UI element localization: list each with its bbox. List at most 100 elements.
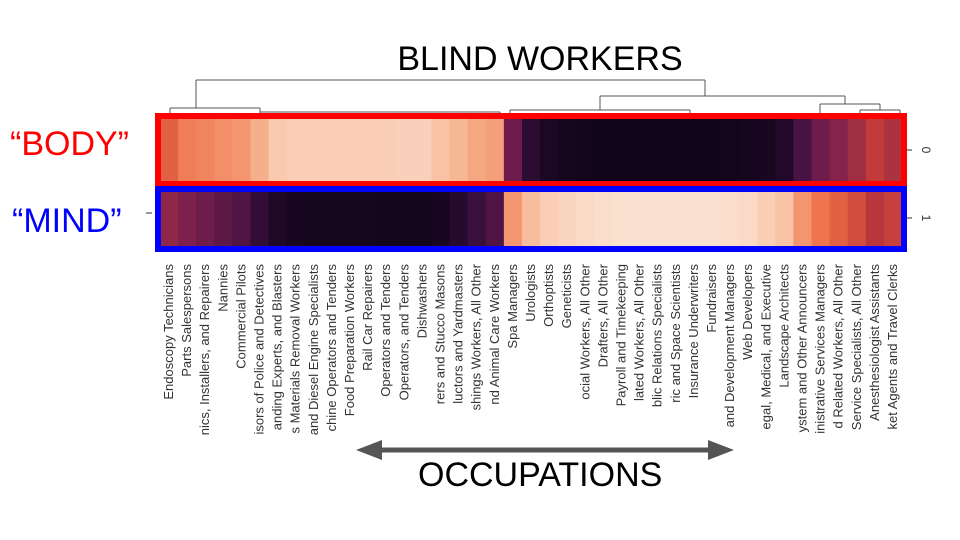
heatmap-cell [630, 188, 650, 250]
heatmap-cell [594, 117, 614, 185]
column-label: Operators, and Tenders [396, 264, 411, 401]
row-label-mind: “MIND” [12, 202, 122, 240]
heatmap-cell [322, 117, 342, 185]
heatmap-cell [630, 117, 650, 185]
heatmap-cell [377, 117, 396, 185]
heatmap-cell [576, 117, 595, 185]
column-label: ric and Space Scientists [668, 263, 683, 402]
heatmap-cells [160, 117, 903, 250]
occupations-arrow [356, 440, 734, 460]
heatmap-cell [811, 117, 831, 185]
arrow-head-right [708, 440, 734, 460]
heatmap-cell [775, 117, 795, 185]
column-label: rers and Stucco Masons [433, 264, 448, 405]
row-ticks: 01 [146, 147, 933, 222]
heatmap-cell [232, 188, 252, 250]
heatmap-cell [865, 188, 885, 250]
heatmap-cell [558, 117, 577, 185]
heatmap-cell [449, 117, 469, 185]
heatmap-cell [395, 188, 414, 250]
column-label: Dishwashers [414, 264, 429, 339]
heatmap-cell [702, 188, 722, 250]
column-label: d Related Workers, All Other [831, 263, 846, 428]
heatmap-cell [214, 117, 233, 185]
heatmap-cell [322, 188, 342, 250]
column-labels: Endoscopy Technicians Parts Salespersons n… [161, 263, 900, 435]
row-label-body: “BODY” [10, 125, 129, 163]
column-label: Operators and Tenders [378, 264, 393, 397]
column-label: Food Preparation Workers [342, 263, 357, 416]
heatmap-cell [431, 188, 451, 250]
column-label: Anesthesiologist Assistants [867, 264, 882, 421]
heatmap-cell [178, 117, 197, 185]
heatmap-cell [594, 188, 614, 250]
heatmap-cell [847, 188, 867, 250]
column-label: s Materials Removal Workers [288, 264, 303, 434]
column-label: and Development Managers [722, 264, 737, 428]
heatmap-cell [847, 117, 867, 185]
heatmap-cell [829, 117, 849, 185]
body-row-frame [155, 113, 907, 187]
heatmap-cell [304, 117, 324, 185]
column-label: Geneticists [559, 264, 574, 329]
heatmap-cell [521, 188, 541, 250]
column-label: shings Workers, All Other [469, 263, 484, 410]
heatmap-cell [340, 117, 360, 185]
column-label: Web Developers [740, 264, 755, 360]
chart-title: BLIND WORKERS [397, 40, 683, 78]
heatmap-cell [540, 117, 559, 185]
heatmap-cell [721, 117, 740, 185]
column-label: Insurance Underwriters [686, 264, 701, 399]
heatmap-cell [214, 188, 233, 250]
x-axis-caption: OCCUPATIONS [412, 456, 669, 495]
heatmap-cell [286, 188, 306, 250]
heatmap-cell [612, 117, 632, 185]
heatmap-cell [684, 188, 704, 250]
mind-row-frame [155, 186, 907, 252]
heatmap-cell [467, 188, 487, 250]
heatmap-cell [757, 117, 776, 185]
heatmap-cell [865, 117, 885, 185]
arrow-head-left [356, 440, 382, 460]
heatmap-cell [739, 117, 758, 185]
column-label: Fundraisers [704, 264, 719, 333]
heatmap-cell [359, 188, 378, 250]
heatmap-cell [359, 117, 378, 185]
column-label: Drafters, All Other [595, 263, 610, 367]
heatmap-cell [304, 188, 324, 250]
column-label: nics, Installers, and Repairers [197, 264, 212, 436]
column-label: Nannies [215, 264, 230, 312]
heatmap-cell [286, 117, 306, 185]
row-group-frames [155, 113, 907, 252]
heatmap-cell [268, 117, 288, 185]
column-label: Payroll and Timekeeping [613, 264, 628, 406]
heatmap-cell [467, 117, 487, 185]
heatmap-cell [648, 117, 668, 185]
row-label: 0 [919, 147, 933, 154]
heatmap-cell [648, 188, 668, 250]
heatmap-cell [449, 188, 469, 250]
heatmap-cell [558, 188, 577, 250]
heatmap-cell [666, 117, 686, 185]
heatmap-cell [413, 188, 433, 250]
heatmap-cell [757, 188, 776, 250]
heatmap-cell [196, 188, 215, 250]
column-label: egal, Medical, and Executive [758, 264, 773, 429]
heatmap-cell [702, 117, 722, 185]
heatmap-cell [395, 117, 414, 185]
column-dendrogram [169, 79, 901, 116]
column-label: luctors and Yardmasters [451, 264, 466, 404]
row-label: 1 [919, 215, 933, 222]
heatmap-cell [666, 188, 686, 250]
column-label: inistrative Services Managers [813, 264, 828, 434]
heatmap-cell [160, 188, 179, 250]
heatmap-cell [250, 117, 270, 185]
column-label: chine Operators and Tenders [324, 264, 339, 432]
heatmap-cell [503, 188, 523, 250]
heatmap-cell [178, 188, 197, 250]
column-label: Orthoptists [541, 264, 556, 327]
column-label: anding Experts, and Blasters [270, 264, 285, 431]
column-label: Urologists [523, 264, 538, 322]
heatmap-cell [811, 188, 831, 250]
